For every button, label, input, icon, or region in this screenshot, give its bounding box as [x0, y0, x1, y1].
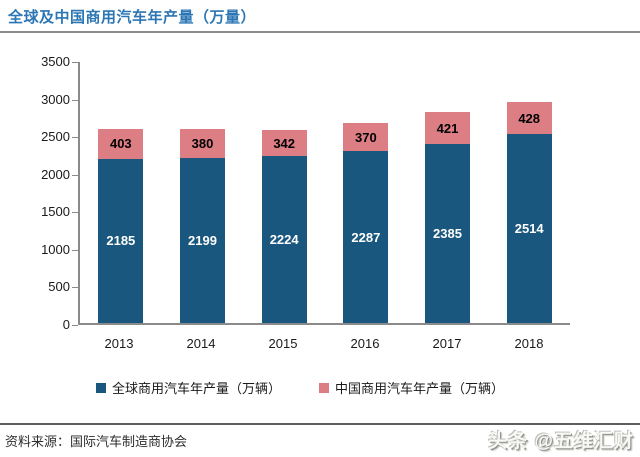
- bar-value-label: 2287: [351, 229, 381, 245]
- y-tick-label: 2500: [41, 129, 70, 145]
- bar-value-label: 2185: [106, 233, 136, 249]
- x-axis: 2013 2014 2015 2016 2017 2018: [78, 336, 570, 351]
- bar-value-label: 2514: [514, 221, 544, 237]
- y-tick-label: 1500: [41, 204, 70, 220]
- x-tick-label-2015: 2015: [268, 336, 298, 351]
- bar-stack: 428 2514: [506, 101, 552, 323]
- y-tick-mark: [72, 325, 78, 326]
- y-tick-label: 3500: [41, 54, 70, 69]
- bar-value-label: 2199: [188, 232, 217, 248]
- bar-segment-global-2015: 2224: [261, 155, 307, 323]
- chart-title: 全球及中国商用汽车年产量（万量）: [8, 9, 257, 26]
- bar-group-2017: 421 2385: [407, 62, 489, 323]
- plot-area: 403 2185 380 2199 342 2224 370 2287 421 2385 428 25…: [78, 62, 570, 325]
- bar-segment-global-2017: 2385: [425, 143, 471, 323]
- y-tick-label: 2000: [41, 166, 70, 182]
- x-tick-label-2013: 2013: [104, 336, 134, 351]
- bar-group-2018: 428 2514: [488, 62, 570, 323]
- bar-stack: 421 2385: [425, 112, 471, 323]
- bar-segment-global-2016: 2287: [343, 151, 389, 323]
- bar-value-label: 342: [273, 135, 296, 151]
- bar-stack: 342 2224: [261, 130, 307, 323]
- bar-segment-china-2015: 342: [261, 130, 307, 156]
- bar-segment-global-2014: 2199: [180, 157, 225, 323]
- bar-stack: 380 2199: [180, 129, 225, 323]
- title-divider: [0, 31, 640, 33]
- bar-stack: 403 2185: [98, 128, 144, 323]
- footer-divider: [0, 423, 640, 425]
- legend-item-global: 全球商用汽车年产量（万辆）: [95, 378, 281, 397]
- bar-group-2016: 370 2287: [325, 62, 407, 323]
- y-tick-label: 1000: [41, 241, 70, 257]
- bar-segment-china-2016: 370: [343, 123, 389, 152]
- bar-segment-china-2014: 380: [180, 129, 225, 158]
- bar-stack: 370 2287: [343, 123, 389, 323]
- bar-segment-china-2013: 403: [98, 128, 144, 159]
- bar-value-label: 421: [436, 120, 459, 136]
- watermark: 头条 @五维汇财: [488, 431, 634, 452]
- bar-segment-global-2013: 2185: [98, 158, 144, 323]
- bar-value-label: 2224: [269, 231, 299, 247]
- bar-value-label: 403: [109, 136, 132, 152]
- bar-segment-global-2018: 2514: [506, 134, 552, 323]
- bar-group-2014: 380 2199: [162, 62, 244, 323]
- y-tick-label: 500: [48, 279, 70, 295]
- bar-group-2015: 342 2224: [243, 62, 325, 323]
- x-tick-label-2018: 2018: [514, 336, 544, 351]
- legend-item-china: 中国商用汽车年产量（万辆）: [319, 378, 504, 397]
- bar-value-label: 370: [354, 129, 377, 145]
- x-tick-label-2017: 2017: [432, 336, 462, 351]
- y-tick-label: 3000: [41, 91, 70, 107]
- legend-swatch-china-icon: [319, 382, 329, 393]
- x-tick-label-2016: 2016: [350, 336, 380, 351]
- legend-label-china: 中国商用汽车年产量（万辆）: [335, 381, 505, 396]
- bar-value-label: 2385: [433, 225, 462, 241]
- bar-value-label: 380: [191, 136, 214, 152]
- legend-label-global: 全球商用汽车年产量（万辆）: [111, 381, 281, 396]
- bar-group-2013: 403 2185: [80, 62, 162, 323]
- data-source: 资料来源：国际汽车制造商协会: [5, 434, 188, 449]
- bar-segment-china-2018: 428: [506, 101, 552, 135]
- legend: 全球商用汽车年产量（万辆） 中国商用汽车年产量（万辆）: [0, 378, 600, 397]
- x-tick-label-2014: 2014: [186, 336, 216, 351]
- y-tick-label: 0: [62, 317, 70, 332]
- bar-value-label: 428: [518, 110, 541, 126]
- legend-swatch-global-icon: [95, 382, 106, 393]
- bar-segment-china-2017: 421: [425, 112, 471, 144]
